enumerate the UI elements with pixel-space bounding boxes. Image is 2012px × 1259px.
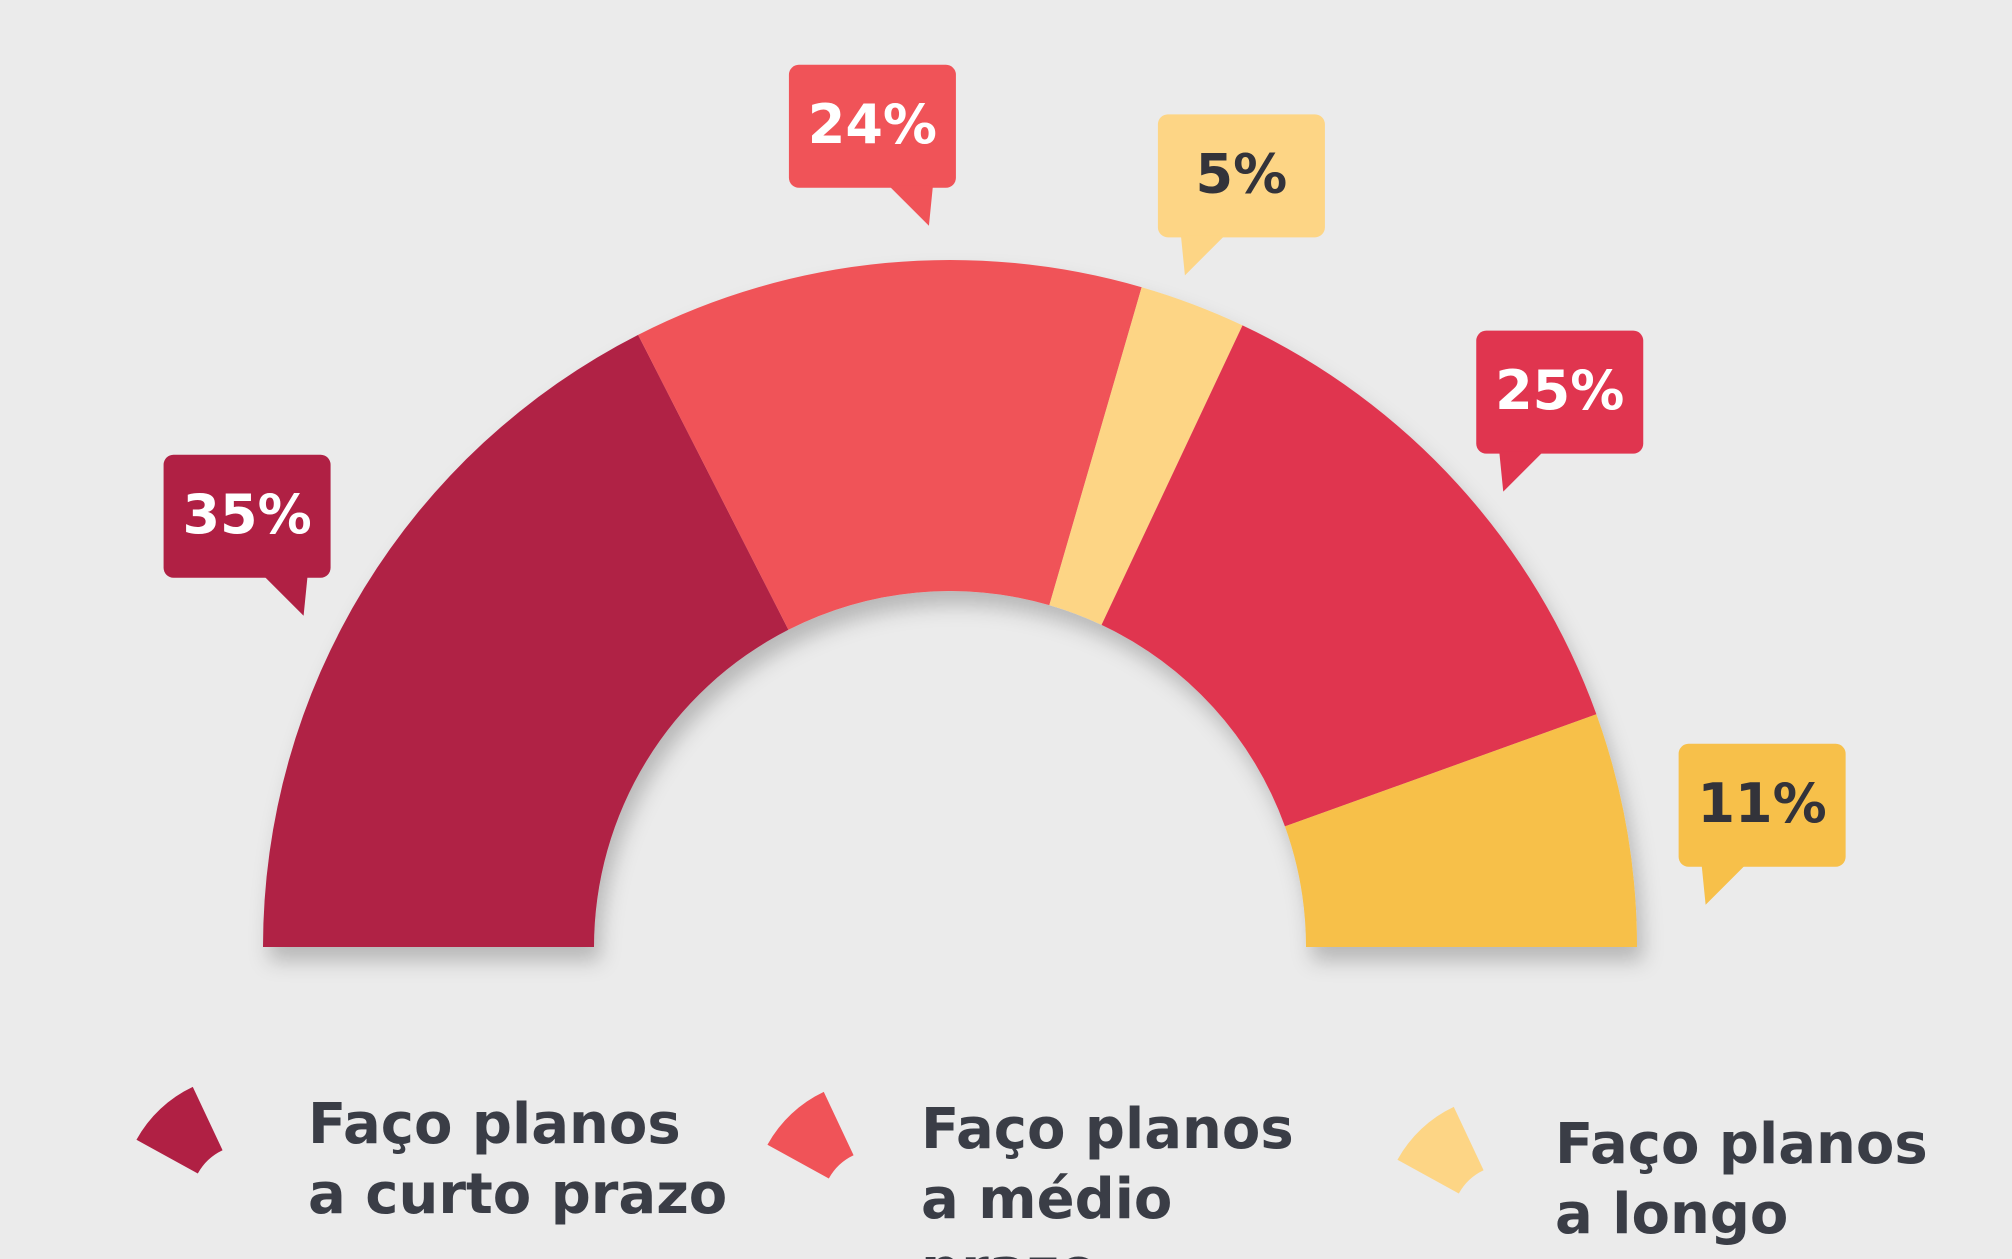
legend-label: Faço planos a curto prazo (308, 1092, 728, 1227)
value-label: 11% (1697, 772, 1826, 835)
callout-tail (1499, 451, 1544, 492)
legend-icons (136, 1086, 1484, 1194)
callout-box (1157, 114, 1325, 238)
callout: 5% (1157, 114, 1325, 276)
value-label: 35% (182, 483, 311, 546)
callout-box (1678, 743, 1846, 867)
donut (263, 260, 1637, 947)
callout: 25% (1476, 330, 1644, 492)
legend-icon (767, 1091, 854, 1179)
callout-box (788, 64, 956, 188)
legend-icon (136, 1086, 223, 1174)
callout-tail (1701, 864, 1746, 905)
value-label: 25% (1495, 359, 1624, 422)
legend-label: Faço planos a médio prazo (921, 1097, 1294, 1259)
segment (638, 260, 1142, 630)
segment (1284, 714, 1637, 947)
callout: 35% (163, 454, 331, 616)
callout-tail (263, 575, 308, 616)
callout-tail (1180, 235, 1225, 276)
callouts: 35% 24% 5% 25% 11% (163, 64, 1846, 905)
callout: 11% (1678, 743, 1846, 905)
segment (1049, 287, 1243, 625)
value-label: 24% (808, 93, 937, 156)
callout-box (163, 454, 331, 578)
segment (263, 334, 789, 947)
callout-tail (888, 185, 933, 226)
value-label: 5% (1196, 142, 1288, 205)
callout: 24% (788, 64, 956, 226)
legend-icon (1397, 1106, 1484, 1194)
legend-label: Faço planos a longo prazo (1555, 1112, 1928, 1259)
callout-box (1476, 330, 1644, 454)
segment (1101, 325, 1597, 827)
